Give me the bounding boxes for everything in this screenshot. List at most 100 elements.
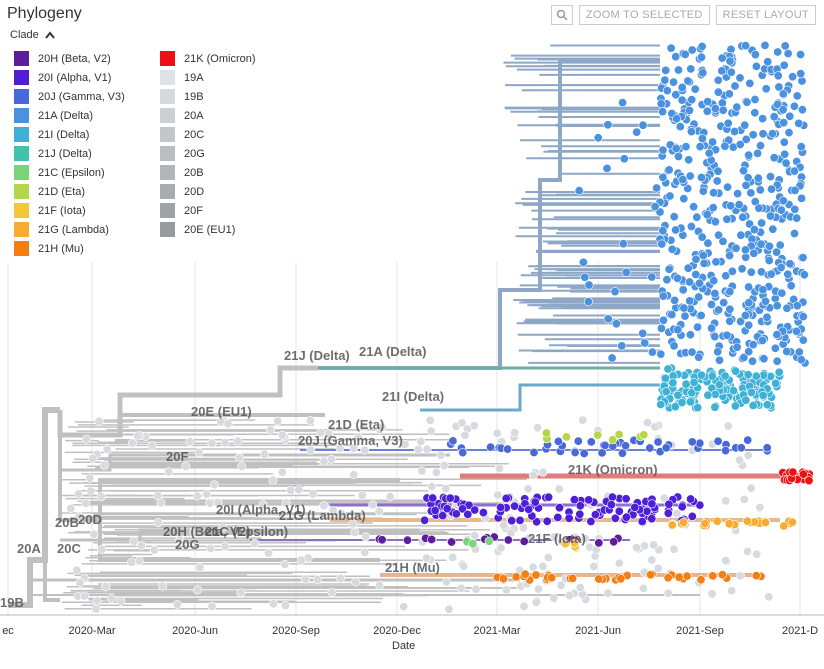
tip-node[interactable] [693, 322, 703, 332]
tip-node[interactable] [590, 510, 600, 520]
tip-node[interactable] [653, 563, 663, 573]
tip-node[interactable] [765, 211, 775, 221]
tip-node[interactable] [738, 166, 748, 176]
tip-node[interactable] [603, 588, 613, 598]
tip-node[interactable] [357, 490, 367, 500]
tip-node[interactable] [618, 98, 628, 108]
tip-node[interactable] [133, 431, 143, 441]
tip-node[interactable] [757, 218, 767, 228]
tip-node[interactable] [428, 493, 438, 503]
tip-node[interactable] [658, 226, 668, 236]
tip-node[interactable] [608, 435, 618, 445]
tip-node[interactable] [754, 203, 764, 213]
tip-node[interactable] [568, 573, 578, 583]
tip-node[interactable] [713, 436, 723, 446]
tip-node[interactable] [630, 502, 640, 512]
tip-node[interactable] [327, 587, 337, 597]
tip-node[interactable] [233, 436, 243, 446]
tip-node[interactable] [743, 370, 753, 380]
tip-node[interactable] [667, 244, 677, 254]
tip-node[interactable] [789, 101, 799, 111]
tip-node[interactable] [621, 441, 631, 451]
tip-node[interactable] [617, 448, 627, 458]
tip-node[interactable] [691, 254, 701, 264]
tip-node[interactable] [81, 498, 91, 508]
tip-node[interactable] [736, 443, 746, 453]
legend-item[interactable]: 20D [160, 182, 256, 201]
tip-node[interactable] [797, 76, 807, 86]
tip-node[interactable] [638, 328, 648, 338]
legend-item[interactable]: 19A [160, 68, 256, 87]
tip-node[interactable] [663, 573, 673, 583]
tip-node[interactable] [336, 573, 346, 583]
tip-node[interactable] [207, 601, 217, 611]
tip-node[interactable] [748, 130, 758, 140]
tip-node[interactable] [679, 194, 689, 204]
tip-node[interactable] [798, 253, 808, 263]
tip-node[interactable] [400, 439, 410, 449]
tip-node[interactable] [361, 532, 371, 542]
tip-node[interactable] [721, 555, 731, 565]
tip-node[interactable] [420, 515, 430, 525]
legend-item[interactable]: 20C [160, 125, 256, 144]
tip-node[interactable] [305, 416, 315, 426]
tip-node[interactable] [779, 60, 789, 70]
tip-node[interactable] [687, 95, 697, 105]
tip-node[interactable] [463, 509, 473, 519]
tip-node[interactable] [710, 389, 720, 399]
tip-node[interactable] [164, 467, 174, 477]
tip-node[interactable] [723, 421, 733, 431]
tip-node[interactable] [430, 505, 440, 515]
tip-node[interactable] [773, 71, 783, 81]
tip-node[interactable] [760, 517, 770, 527]
tip-node[interactable] [749, 248, 759, 258]
tip-node[interactable] [683, 263, 693, 273]
tip-node[interactable] [511, 572, 521, 582]
tip-node[interactable] [707, 323, 717, 333]
tip-node[interactable] [742, 516, 752, 526]
tip-node[interactable] [649, 540, 659, 550]
tip-node[interactable] [445, 493, 455, 503]
tip-node[interactable] [543, 553, 553, 563]
tip-node[interactable] [494, 463, 504, 473]
tip-node[interactable] [714, 305, 724, 315]
tip-node[interactable] [478, 508, 488, 518]
tip-node[interactable] [416, 436, 426, 446]
tip-node[interactable] [727, 586, 737, 596]
tip-node[interactable] [779, 118, 789, 128]
tip-node[interactable] [621, 512, 631, 522]
tip-node[interactable] [739, 494, 749, 504]
tip-node[interactable] [294, 485, 304, 495]
tip-node[interactable] [573, 436, 583, 446]
tip-node[interactable] [510, 501, 520, 511]
tip-node[interactable] [470, 505, 480, 515]
tip-node[interactable] [740, 310, 750, 320]
tip-node[interactable] [457, 504, 467, 514]
tip-node[interactable] [751, 371, 761, 381]
tip-node[interactable] [286, 485, 296, 495]
tip-node[interactable] [798, 312, 808, 322]
tip-node[interactable] [764, 241, 774, 251]
tip-node[interactable] [730, 127, 740, 137]
tip-node[interactable] [695, 142, 705, 152]
tip-node[interactable] [667, 520, 677, 530]
tip-node[interactable] [492, 428, 502, 438]
tip-node[interactable] [75, 577, 85, 587]
tip-node[interactable] [594, 538, 604, 548]
tip-node[interactable] [659, 493, 669, 503]
tip-node[interactable] [653, 437, 663, 447]
tip-node[interactable] [259, 449, 269, 459]
tip-node[interactable] [732, 102, 742, 112]
tip-node[interactable] [713, 166, 723, 176]
tip-node[interactable] [632, 127, 642, 137]
tip-node[interactable] [673, 390, 683, 400]
tip-node[interactable] [704, 148, 714, 158]
tip-node[interactable] [697, 134, 707, 144]
tip-node[interactable] [681, 379, 691, 389]
tip-node[interactable] [496, 502, 506, 512]
tip-node[interactable] [81, 434, 91, 444]
tip-node[interactable] [656, 99, 666, 109]
tip-node[interactable] [751, 571, 761, 581]
tip-node[interactable] [425, 415, 435, 425]
tip-node[interactable] [710, 332, 720, 342]
